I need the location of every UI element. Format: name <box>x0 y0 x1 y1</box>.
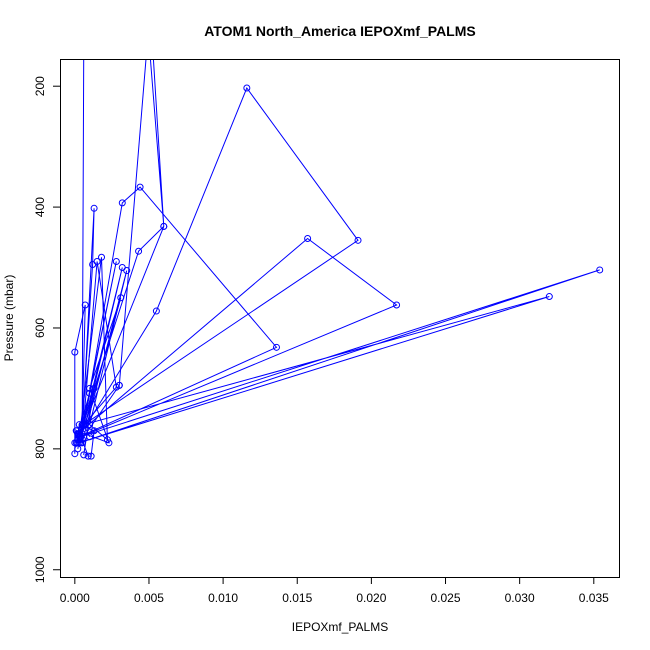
series-group <box>71 59 604 460</box>
x-axis: 0.000 0.005 0.010 0.015 0.020 0.025 0.030 0.035 <box>60 577 609 605</box>
data-point <box>112 257 120 265</box>
x-tick-label: 0.015 <box>282 591 312 605</box>
data-point <box>135 247 143 255</box>
x-tick-label: 0.005 <box>134 591 164 605</box>
data-point <box>80 451 88 459</box>
series-line <box>77 237 600 444</box>
series-line <box>78 86 359 443</box>
data-point <box>136 183 144 191</box>
data-point <box>393 301 401 309</box>
data-point <box>160 222 168 230</box>
data-point <box>78 435 86 443</box>
data-point <box>93 257 101 265</box>
data-point <box>118 199 126 207</box>
data-point <box>84 452 92 460</box>
x-tick-label: 0.035 <box>579 591 609 605</box>
x-axis-label: IEPOXmf_PALMS <box>292 620 388 634</box>
data-point <box>354 236 362 244</box>
series-line <box>81 261 120 442</box>
x-tick-label: 0.020 <box>356 591 386 605</box>
data-point <box>98 253 106 261</box>
x-tick-label: 0.010 <box>208 591 238 605</box>
series-line <box>118 59 165 386</box>
plot-area <box>71 59 604 460</box>
data-point <box>90 204 98 212</box>
plot-frame <box>60 59 620 578</box>
data-point <box>272 343 280 351</box>
data-point <box>123 267 131 275</box>
data-point <box>545 293 553 301</box>
data-point <box>115 381 123 389</box>
y-tick-label: 1000 <box>33 556 47 583</box>
data-point <box>87 452 95 460</box>
y-tick-label: 600 <box>33 318 47 338</box>
x-tick-label: 0.025 <box>431 591 461 605</box>
data-point <box>304 235 312 243</box>
chart-title: ATOM1 North_America IEPOXmf_PALMS <box>204 23 476 39</box>
series-line <box>77 226 165 443</box>
data-point <box>78 421 86 429</box>
data-point <box>103 436 111 444</box>
x-tick-label: 0.000 <box>60 591 90 605</box>
y-tick-label: 800 <box>33 439 47 459</box>
data-point <box>71 450 79 458</box>
data-point <box>152 307 160 315</box>
data-point <box>86 433 94 441</box>
y-axis: 200 400 600 800 1000 <box>33 76 61 583</box>
y-tick-label: 400 <box>33 197 47 217</box>
data-point <box>71 348 79 356</box>
x-tick-label: 0.030 <box>505 591 535 605</box>
data-point <box>243 84 251 92</box>
y-axis-label: Pressure (mbar) <box>2 275 16 362</box>
y-tick-label: 200 <box>33 76 47 96</box>
data-point <box>596 266 604 274</box>
